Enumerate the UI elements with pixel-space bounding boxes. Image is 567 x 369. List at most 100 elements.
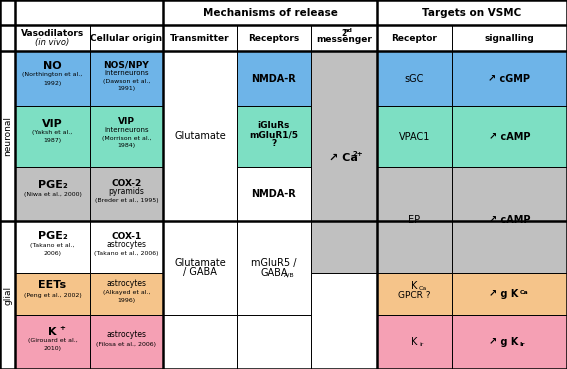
Text: Ca: Ca	[519, 290, 528, 294]
Text: (Girouard et al.,: (Girouard et al.,	[28, 338, 77, 343]
Text: Targets on VSMC: Targets on VSMC	[422, 7, 522, 18]
Text: interneurons: interneurons	[104, 70, 149, 76]
Bar	[163, 315, 237, 369]
Bar	[15, 51, 90, 106]
Text: (Takano et al.,: (Takano et al.,	[30, 243, 75, 248]
Text: astrocytes: astrocytes	[107, 279, 146, 289]
Bar	[15, 167, 90, 221]
Text: GPCR ?: GPCR ?	[398, 291, 431, 300]
Text: messenger: messenger	[316, 35, 372, 44]
Bar	[15, 25, 90, 51]
Bar	[377, 167, 452, 273]
Text: mGluR1/5: mGluR1/5	[249, 130, 298, 139]
Bar	[452, 167, 567, 273]
Text: astrocytes: astrocytes	[107, 240, 146, 249]
Text: 1987): 1987)	[44, 138, 61, 144]
Bar	[452, 106, 567, 167]
Text: 1984): 1984)	[117, 143, 136, 148]
Text: NOS/NPY: NOS/NPY	[104, 60, 149, 69]
Text: +: +	[59, 325, 65, 331]
Bar	[0, 51, 15, 221]
Bar	[377, 106, 452, 167]
Text: signalling: signalling	[485, 34, 534, 42]
Text: Receptors: Receptors	[248, 34, 299, 42]
Text: ↗ Ca: ↗ Ca	[329, 153, 358, 163]
Text: EETs: EETs	[39, 280, 66, 290]
Text: astrocytes: astrocytes	[107, 330, 146, 339]
Text: (Yaksh et al.,: (Yaksh et al.,	[32, 130, 73, 135]
Text: 2: 2	[341, 29, 346, 38]
Text: K: K	[48, 327, 57, 337]
Text: ↗ cAMP: ↗ cAMP	[489, 131, 530, 142]
Text: 2+: 2+	[353, 151, 363, 157]
Bar	[452, 25, 567, 51]
Text: VIP: VIP	[42, 118, 63, 129]
Text: EP: EP	[408, 215, 421, 225]
Text: neuronal: neuronal	[3, 116, 12, 156]
Text: (Dawson et al.,: (Dawson et al.,	[103, 79, 150, 84]
Text: A/B: A/B	[284, 273, 294, 277]
Bar	[452, 273, 567, 315]
Bar	[15, 273, 90, 315]
Text: 1992): 1992)	[43, 80, 62, 86]
Bar	[311, 273, 377, 369]
Text: Glutamate: Glutamate	[174, 131, 226, 141]
Text: ?: ?	[271, 139, 277, 148]
Text: Ca: Ca	[419, 286, 427, 291]
Bar	[377, 25, 452, 51]
Bar	[90, 106, 163, 167]
Text: Glutamate: Glutamate	[174, 258, 226, 268]
Text: NMDA-R: NMDA-R	[252, 73, 296, 84]
Text: NMDA-R: NMDA-R	[252, 189, 296, 199]
Bar	[311, 25, 377, 51]
Text: iGluRs: iGluRs	[257, 121, 290, 130]
Bar	[237, 51, 311, 106]
Text: (Takano et al., 2006): (Takano et al., 2006)	[94, 251, 159, 256]
Bar	[15, 0, 163, 25]
Bar	[163, 221, 237, 315]
Text: 2010): 2010)	[44, 346, 61, 351]
Text: Vasodilators: Vasodilators	[21, 29, 84, 38]
Text: mGluR5 /: mGluR5 /	[251, 258, 297, 268]
Bar	[377, 0, 567, 25]
Text: NO: NO	[43, 61, 62, 71]
Bar	[377, 315, 452, 369]
Bar	[90, 315, 163, 369]
Text: pyramids: pyramids	[108, 187, 145, 196]
Text: K: K	[411, 337, 418, 347]
Text: 1996): 1996)	[117, 299, 136, 303]
Bar	[90, 51, 163, 106]
Text: (Breder et al., 1995): (Breder et al., 1995)	[95, 198, 158, 203]
Text: interneurons: interneurons	[104, 127, 149, 133]
Text: Mechanisms of release: Mechanisms of release	[203, 7, 337, 18]
Text: 1991): 1991)	[117, 86, 136, 92]
Bar	[311, 51, 377, 273]
Bar	[237, 315, 311, 369]
Text: Cellular origin: Cellular origin	[90, 34, 163, 42]
Text: Receptor: Receptor	[392, 34, 437, 42]
Bar	[237, 106, 311, 167]
Bar	[452, 51, 567, 106]
Text: (Morrison et al.,: (Morrison et al.,	[101, 136, 151, 141]
Bar	[0, 221, 15, 369]
Bar	[377, 51, 452, 106]
Text: ↗ g K: ↗ g K	[489, 289, 518, 299]
Bar	[15, 221, 90, 273]
Text: PGE₂: PGE₂	[37, 180, 67, 190]
Text: ↗ cGMP: ↗ cGMP	[488, 73, 531, 84]
Text: (in vivo): (in vivo)	[35, 38, 70, 47]
Text: 2006): 2006)	[44, 251, 61, 256]
Text: sGC: sGC	[405, 73, 424, 84]
Bar	[237, 221, 311, 315]
Text: ir: ir	[419, 342, 424, 347]
Text: (Niwa et al., 2000): (Niwa et al., 2000)	[23, 192, 82, 197]
Text: PGE₂: PGE₂	[37, 231, 67, 241]
Text: VIP: VIP	[118, 117, 135, 126]
Text: (Filosa et al., 2006): (Filosa et al., 2006)	[96, 342, 156, 346]
Bar	[90, 273, 163, 315]
Text: ↗ g K: ↗ g K	[489, 337, 518, 347]
Text: / GABA: / GABA	[183, 267, 217, 277]
Bar	[15, 106, 90, 167]
Text: K: K	[411, 281, 418, 291]
Bar	[15, 315, 90, 369]
